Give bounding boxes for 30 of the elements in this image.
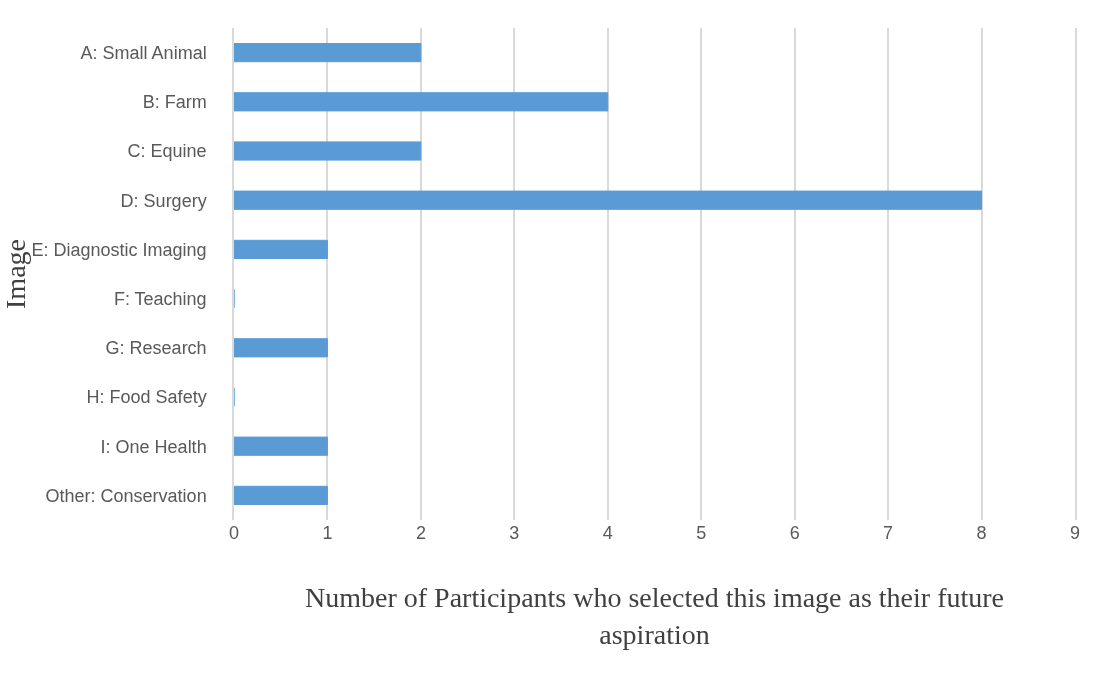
y-axis-title: Image [0,239,31,309]
y-tick-label: D: Surgery [120,190,207,211]
x-tick-label: 5 [696,523,707,543]
bar [234,190,983,210]
y-tick-label: B: Farm [142,92,207,113]
y-tick-label: H: Food Safety [86,387,207,408]
x-tick-label: 1 [322,523,333,543]
y-tick-label: A: Small Animal [80,42,207,63]
bar [234,141,422,161]
x-tick-label: 6 [789,523,800,543]
bar [234,43,422,63]
bar [234,239,328,259]
y-tick-label: Other: Conservation [45,485,207,506]
bar [234,485,328,505]
x-tick-label: 2 [415,523,426,543]
y-tick-label: C: Equine [127,141,207,162]
bar [234,436,328,456]
y-tick-label: G: Research [105,338,207,359]
x-tick-label: 3 [509,523,520,543]
bar [234,338,328,358]
x-tick-label: 8 [976,523,987,543]
bar [234,92,609,112]
x-axis-title: Number of Participants who selected this image as their future aspiration [304,582,1005,650]
x-tick-label: 9 [1069,523,1081,543]
y-tick-label: E: Diagnostic Imaging [31,239,207,260]
x-tick-label: 7 [883,523,894,543]
y-tick-label: I: One Health [100,436,207,457]
y-tick-label: F: Teaching [113,288,207,309]
x-tick-label: 4 [602,523,613,543]
x-tick-label: 0 [228,523,240,543]
